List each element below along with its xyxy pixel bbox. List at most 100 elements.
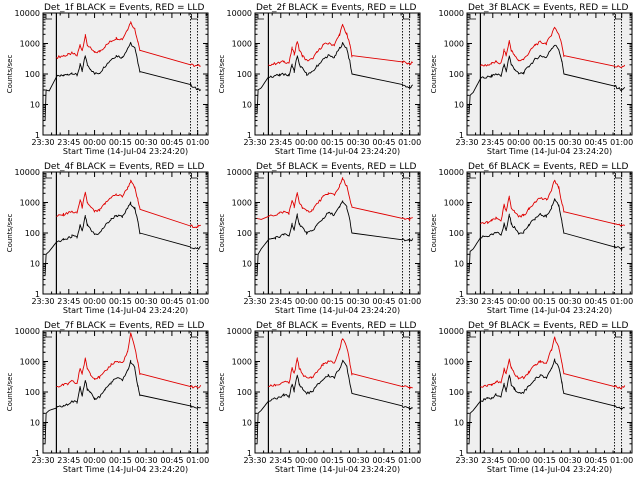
x-tick-label: 00:00 [507,297,530,306]
y-tick-label: 10000 [15,327,40,336]
y-tick-label: 1000 [20,199,40,208]
events-series-line [468,358,626,444]
panel-title: Det_5f BLACK = Events, RED = LLD [256,162,416,172]
corner-mark-right [615,332,622,338]
events-series-line [256,41,414,114]
corner-mark-right [615,14,622,20]
corner-mark-left [45,173,52,179]
x-tick-label: 00:00 [507,138,530,147]
x-tick-label: 00:30 [347,138,370,147]
y-tick-label: 100 [237,229,252,238]
x-tick-label: 00:00 [295,138,318,147]
y-tick-label: 1 [247,449,252,458]
corner-mark-right [191,332,198,338]
y-tick-label: 10000 [15,9,40,18]
x-tick-label: 00:00 [295,297,318,306]
y-tick-label: 10000 [439,168,464,177]
detector-panel: Det_4f BLACK = Events, RED = LLD Counts/s… [6,162,209,315]
y-tick-label: 100 [25,70,40,79]
corner-mark-left [45,14,52,20]
x-tick-label: 23:45 [481,297,504,306]
x-tick-label: 23:45 [57,297,80,306]
y-tick-label: 1000 [232,40,252,49]
corner-mark-right [615,173,622,179]
x-axis-label: Start Time (14-Jul-04 23:24:20) [63,306,188,315]
x-tick-label: 23:30 [243,456,266,465]
events-series-line [468,44,626,114]
lld-series-line [480,336,626,390]
panel-title: Det_9f BLACK = Events, RED = LLD [468,321,628,331]
events-series-line [256,200,414,276]
y-tick-label: 10 [30,101,40,110]
plot-background [43,172,208,294]
x-tick-label: 00:00 [507,456,530,465]
corner-mark-right [191,14,198,20]
y-tick-label: 1 [35,449,40,458]
y-tick-label: 1 [459,290,464,299]
y-tick-label: 100 [449,388,464,397]
x-tick-label: 00:30 [135,138,158,147]
corner-mark-left [45,332,52,338]
y-axis-label: Counts/sec [6,214,14,253]
y-tick-label: 1 [247,131,252,140]
x-tick-label: 23:45 [269,297,292,306]
x-tick-label: 00:30 [347,297,370,306]
corner-mark-right [191,173,198,179]
y-tick-label: 100 [25,229,40,238]
y-tick-label: 1 [459,449,464,458]
corner-mark-right [403,332,410,338]
x-tick-label: 00:45 [372,456,395,465]
x-axis-label: Start Time (14-Jul-04 23:24:20) [487,465,612,474]
x-tick-label: 00:30 [559,297,582,306]
x-tick-label: 00:30 [559,138,582,147]
x-tick-label: 00:45 [584,456,607,465]
x-tick-label: 00:30 [559,456,582,465]
x-axis-label: Start Time (14-Jul-04 23:24:20) [63,147,188,156]
x-axis-label: Start Time (14-Jul-04 23:24:20) [63,465,188,474]
x-tick-label: 23:30 [31,138,54,147]
events-series-line [256,359,413,444]
x-axis-label: Start Time (14-Jul-04 23:24:20) [275,306,400,315]
x-tick-label: 00:00 [83,456,106,465]
x-tick-label: 00:45 [584,138,607,147]
x-tick-label: 23:30 [243,297,266,306]
y-tick-label: 10 [454,419,464,428]
corner-mark-right [403,14,410,20]
y-tick-label: 1000 [20,40,40,49]
corner-mark-left [257,332,264,338]
x-tick-label: 23:30 [455,297,478,306]
y-tick-label: 10 [454,101,464,110]
panel-title: Det_6f BLACK = Events, RED = LLD [468,162,628,172]
x-tick-label: 01:00 [398,456,421,465]
detector-panel: Det_5f BLACK = Events, RED = LLD Counts/s… [218,162,421,315]
x-tick-label: 23:45 [269,138,292,147]
y-tick-label: 1000 [444,358,464,367]
x-tick-label: 00:45 [160,297,183,306]
corner-mark-left [469,14,476,20]
x-tick-label: 23:30 [31,456,54,465]
y-axis-label: Counts/sec [430,214,438,253]
y-tick-label: 10000 [15,168,40,177]
x-tick-label: 00:45 [372,138,395,147]
panel-title: Det_8f BLACK = Events, RED = LLD [256,321,416,331]
x-tick-label: 00:15 [321,297,344,306]
x-tick-label: 00:15 [109,297,132,306]
panel-title: Det_4f BLACK = Events, RED = LLD [44,162,204,172]
y-tick-label: 10 [242,260,252,269]
x-tick-label: 00:15 [533,297,556,306]
y-axis-label: Counts/sec [430,373,438,412]
lld-series-line [56,21,201,67]
x-tick-label: 23:30 [31,297,54,306]
events-series-line [44,359,201,444]
y-tick-label: 1000 [232,358,252,367]
x-tick-label: 01:00 [186,456,209,465]
y-axis-label: Counts/sec [218,214,226,253]
plot-background [255,172,420,294]
y-tick-label: 10000 [439,9,464,18]
y-tick-label: 1000 [232,199,252,208]
events-series-line [468,198,625,273]
y-tick-label: 10 [30,419,40,428]
y-tick-label: 10000 [439,327,464,336]
events-series-line [44,41,202,121]
